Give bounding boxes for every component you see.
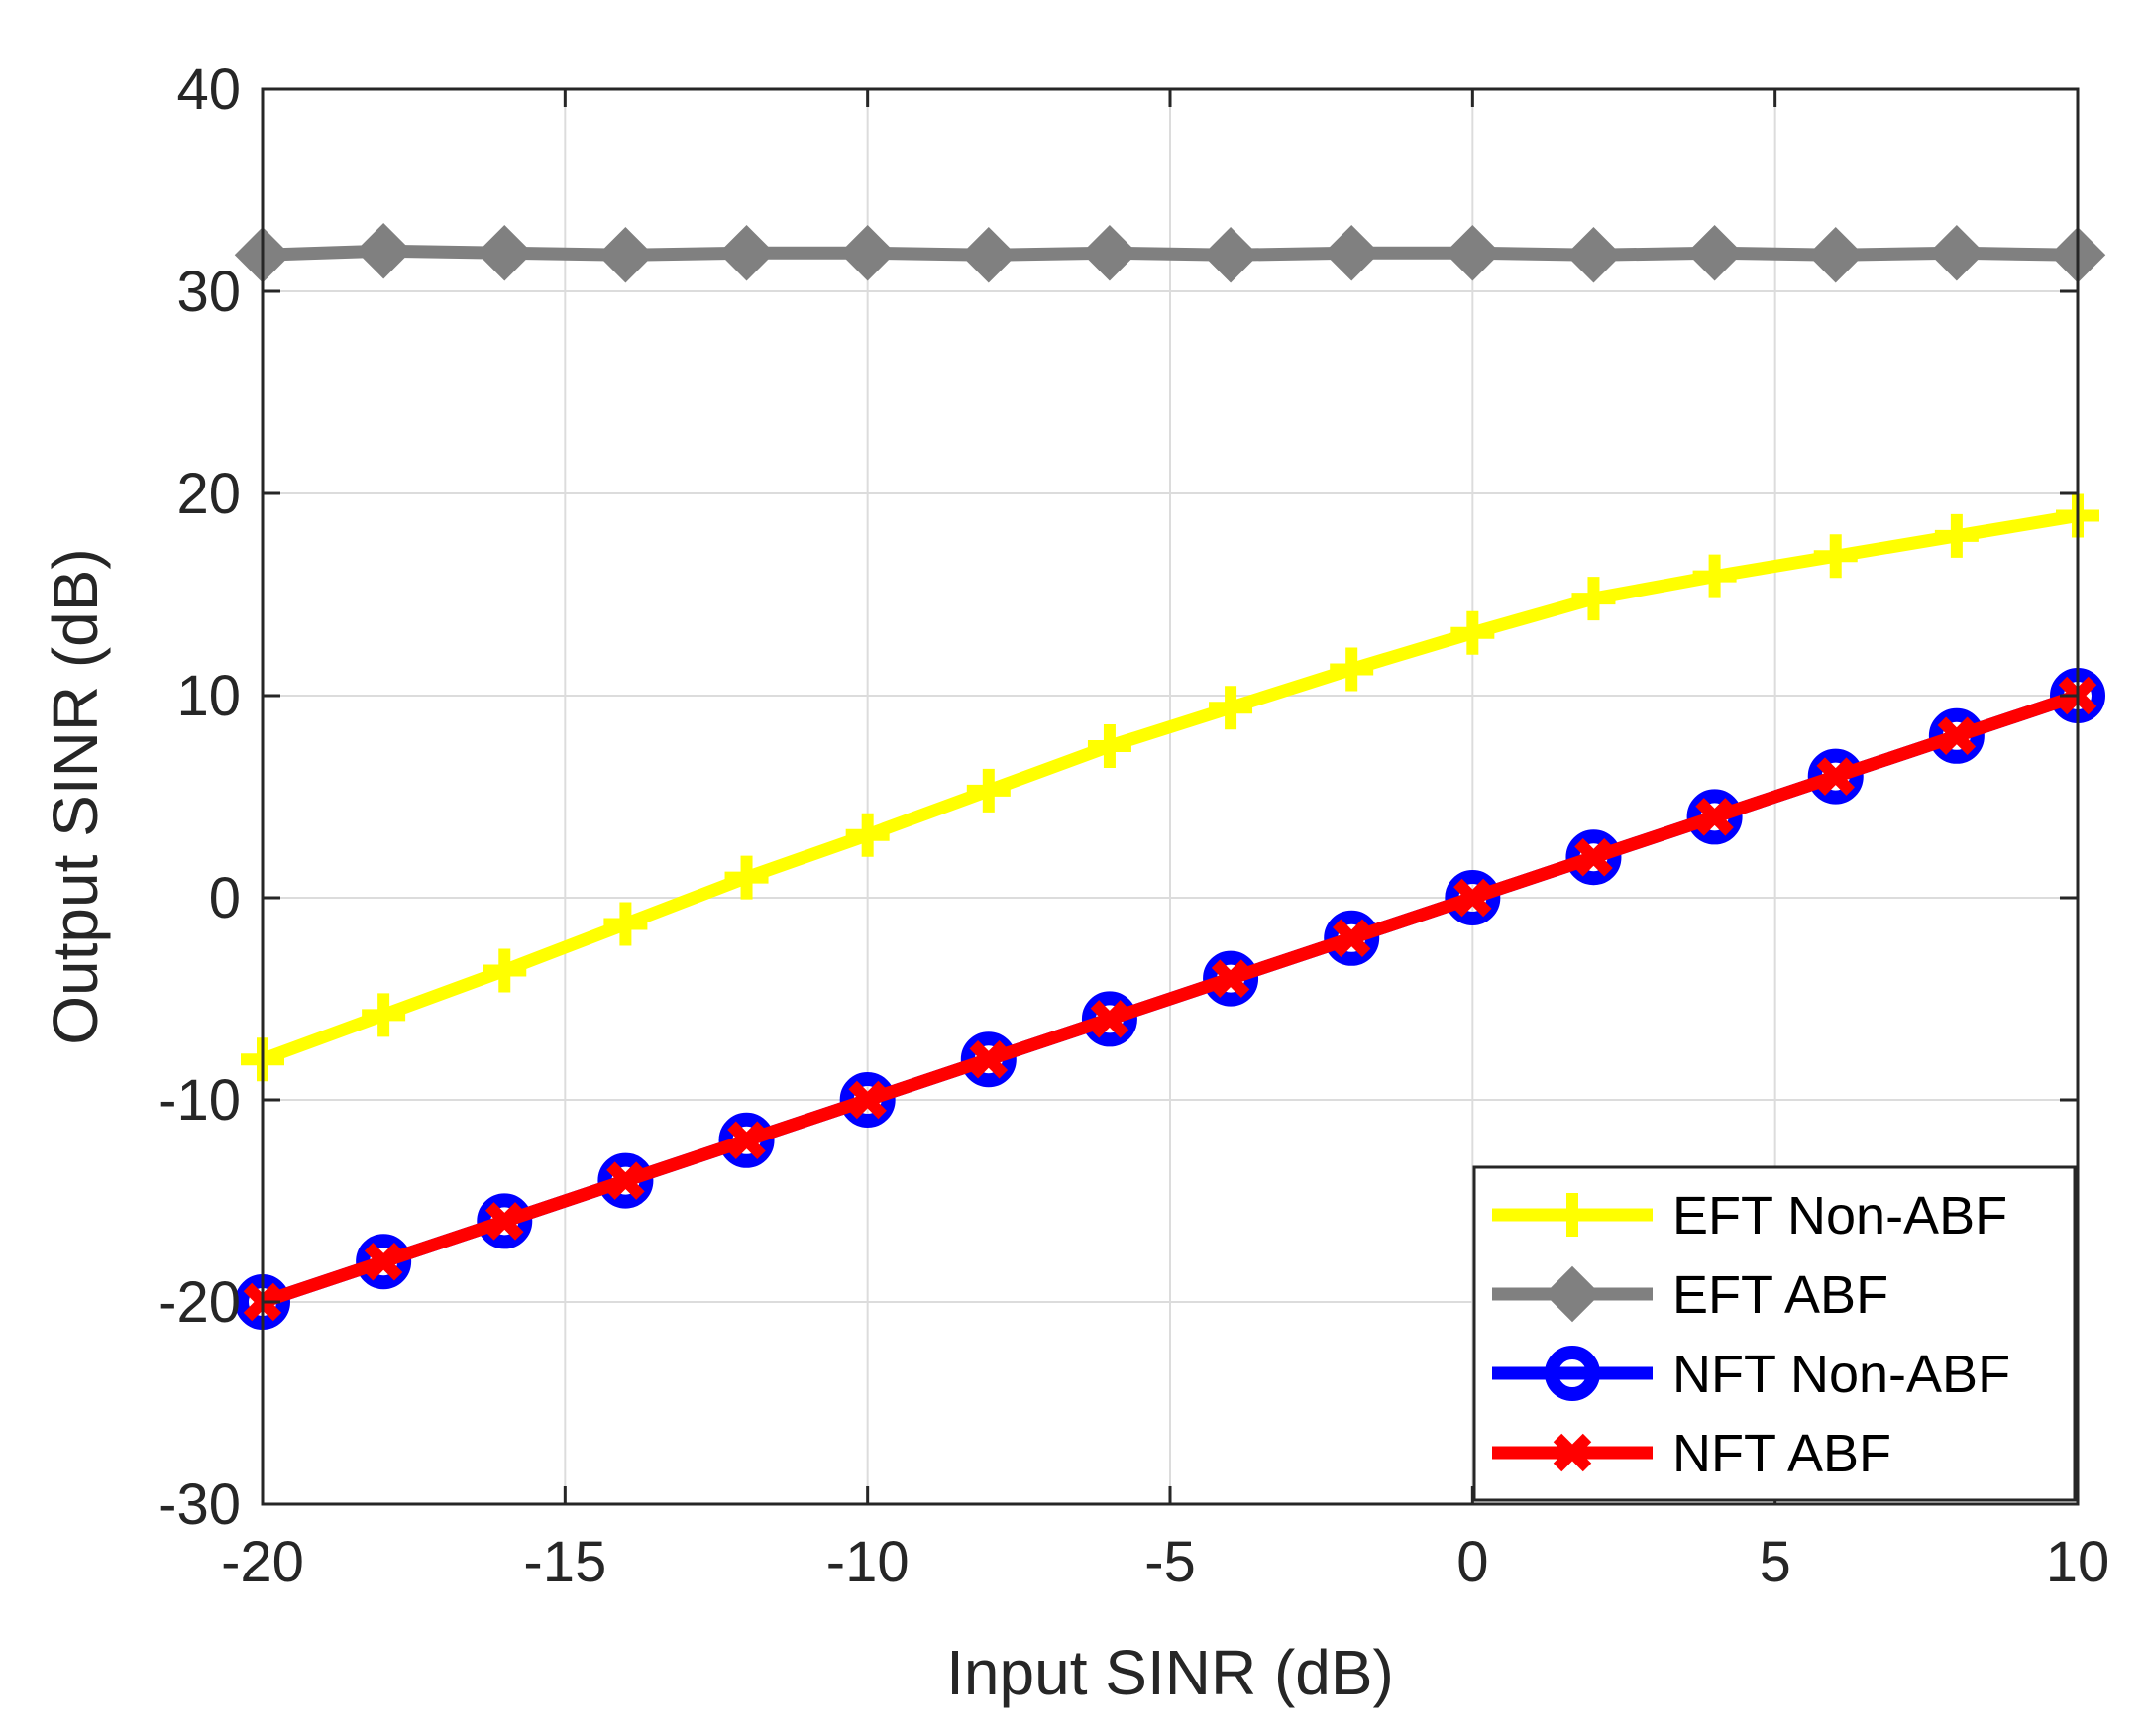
data-point — [969, 1039, 1009, 1079]
legend-label: NFT Non-ABF — [1672, 1345, 2010, 1404]
series-line — [256, 689, 2085, 1309]
data-point — [483, 948, 527, 993]
data-point — [1937, 716, 1977, 756]
data-point — [1807, 227, 1864, 283]
legend-entry: NFT ABF — [1492, 1424, 1891, 1483]
data-point — [1332, 919, 1371, 958]
x-tick-label: -5 — [1144, 1530, 1196, 1594]
data-point — [1090, 1000, 1129, 1038]
data-point — [597, 1152, 654, 1209]
data-point — [356, 1234, 412, 1290]
data-point — [1203, 950, 1259, 1007]
data-point — [1323, 224, 1380, 281]
y-tick-label: -10 — [158, 1068, 241, 1133]
x-tick-label: -10 — [826, 1530, 910, 1594]
data-point — [1686, 789, 1743, 845]
data-point — [1324, 910, 1380, 966]
x-tick-label: 0 — [1456, 1530, 1488, 1594]
legend-entry: EFT ABF — [1492, 1265, 1888, 1325]
data-point — [1813, 534, 1858, 579]
x-tick-label: -20 — [221, 1530, 304, 1594]
data-point — [1686, 224, 1743, 281]
data-point — [1565, 829, 1622, 886]
data-point — [1571, 577, 1616, 621]
data-point — [362, 993, 406, 1037]
data-point — [355, 222, 412, 279]
data-point — [966, 768, 1011, 813]
data-point — [485, 1202, 524, 1241]
legend-swatch-marker — [1544, 1265, 1601, 1323]
legend-label: EFT ABF — [1672, 1265, 1888, 1325]
data-point — [839, 224, 896, 281]
data-point — [839, 1072, 896, 1128]
series-line — [256, 244, 2085, 262]
data-point — [1211, 959, 1250, 998]
data-point — [1692, 554, 1737, 598]
x-axis-title: Input SINR (dB) — [946, 1637, 1394, 1708]
data-point — [603, 902, 648, 946]
legend-swatch-marker — [1551, 1193, 1594, 1237]
data-point — [1816, 757, 1855, 796]
data-point — [1928, 707, 1985, 764]
legend-label: EFT Non-ABF — [1672, 1186, 2007, 1246]
legend-entry: NFT Non-ABF — [1492, 1345, 2010, 1404]
x-tick-label: 5 — [1760, 1530, 1791, 1594]
x-tick-label: -15 — [523, 1530, 606, 1594]
data-point — [1574, 837, 1613, 877]
data-point — [1081, 991, 1137, 1047]
x-tick-label: 10 — [2046, 1530, 2110, 1594]
data-point — [724, 855, 769, 900]
data-point — [477, 224, 533, 281]
y-tick-label: -20 — [158, 1270, 241, 1335]
y-tick-label: 30 — [176, 260, 241, 324]
data-point — [477, 1193, 533, 1249]
data-point — [718, 224, 775, 281]
data-point — [1695, 798, 1734, 836]
data-point — [848, 1080, 887, 1120]
data-point — [1087, 724, 1131, 768]
legend: EFT Non-ABF EFT ABF NFT Non-ABF NFT ABF — [1472, 1165, 2077, 1502]
y-tick-label: 40 — [176, 57, 241, 122]
y-axis-title: Output SINR (dB) — [40, 548, 111, 1045]
legend-entry: EFT Non-ABF — [1492, 1186, 2007, 1246]
data-point — [1202, 227, 1259, 283]
data-point — [1928, 224, 1986, 281]
data-point — [606, 1161, 645, 1200]
data-point — [1934, 513, 1979, 558]
y-tick-label: 10 — [176, 664, 241, 728]
data-point — [597, 227, 654, 283]
y-tick-label: 20 — [176, 462, 241, 526]
data-point — [1445, 870, 1501, 925]
data-point — [1445, 224, 1501, 281]
data-point — [960, 227, 1018, 283]
legend-swatch-marker — [1545, 1346, 1600, 1401]
data-point — [1330, 647, 1374, 692]
data-point — [1081, 224, 1138, 281]
y-tick-label: 0 — [209, 866, 241, 930]
data-point — [727, 1121, 766, 1160]
series-line — [256, 508, 2085, 1066]
data-point — [1450, 610, 1495, 655]
data-point — [1453, 878, 1492, 918]
data-point — [960, 1031, 1017, 1088]
data-point — [718, 1112, 775, 1168]
legend-label: NFT ABF — [1672, 1424, 1891, 1483]
data-point — [1807, 748, 1864, 805]
data-point — [1209, 686, 1253, 730]
data-point — [1565, 227, 1622, 283]
grid — [263, 89, 2078, 1504]
y-tick-label: -30 — [158, 1472, 241, 1537]
data-point — [364, 1242, 403, 1281]
data-point — [845, 813, 890, 857]
legend-swatch-marker — [1553, 1433, 1592, 1472]
